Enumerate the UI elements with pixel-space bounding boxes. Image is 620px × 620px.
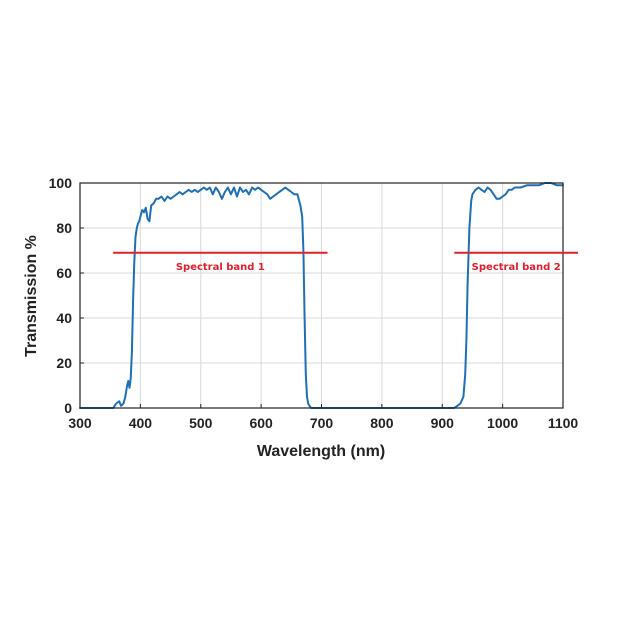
y-tick-label: 40 <box>56 310 72 326</box>
y-tick-labels: 0 20 40 60 80 100 <box>49 175 73 416</box>
x-tick-labels: 300 400 500 600 700 800 900 1000 1100 <box>68 415 578 431</box>
series-layer <box>79 182 564 409</box>
transmission-series-line <box>79 182 564 409</box>
tick-marks <box>79 182 564 409</box>
x-axis-title: Wavelength (nm) <box>257 443 385 460</box>
y-tick-label: 80 <box>56 220 72 236</box>
x-tick-label: 900 <box>431 415 455 431</box>
x-tick-label: 700 <box>310 415 334 431</box>
y-tick-label: 60 <box>56 265 72 281</box>
y-tick-label: 100 <box>49 175 73 191</box>
x-tick-label: 600 <box>249 415 273 431</box>
x-tick-label: 1000 <box>487 415 518 431</box>
spectral-bands: Spectral band 1 Spectral band 2 <box>113 251 579 273</box>
x-tick-label: 1100 <box>548 415 579 431</box>
spectral-band-2-label: Spectral band 2 <box>472 262 561 273</box>
x-tick-label: 300 <box>68 415 92 431</box>
spectral-band-1-label: Spectral band 1 <box>176 262 265 273</box>
y-tick-label: 0 <box>64 400 72 416</box>
x-tick-label: 500 <box>189 415 213 431</box>
grid-lines <box>80 183 563 408</box>
y-tick-label: 20 <box>56 355 72 371</box>
x-tick-label: 800 <box>370 415 394 431</box>
x-tick-label: 400 <box>129 415 153 431</box>
y-axis-title: Transmission % <box>23 235 40 357</box>
